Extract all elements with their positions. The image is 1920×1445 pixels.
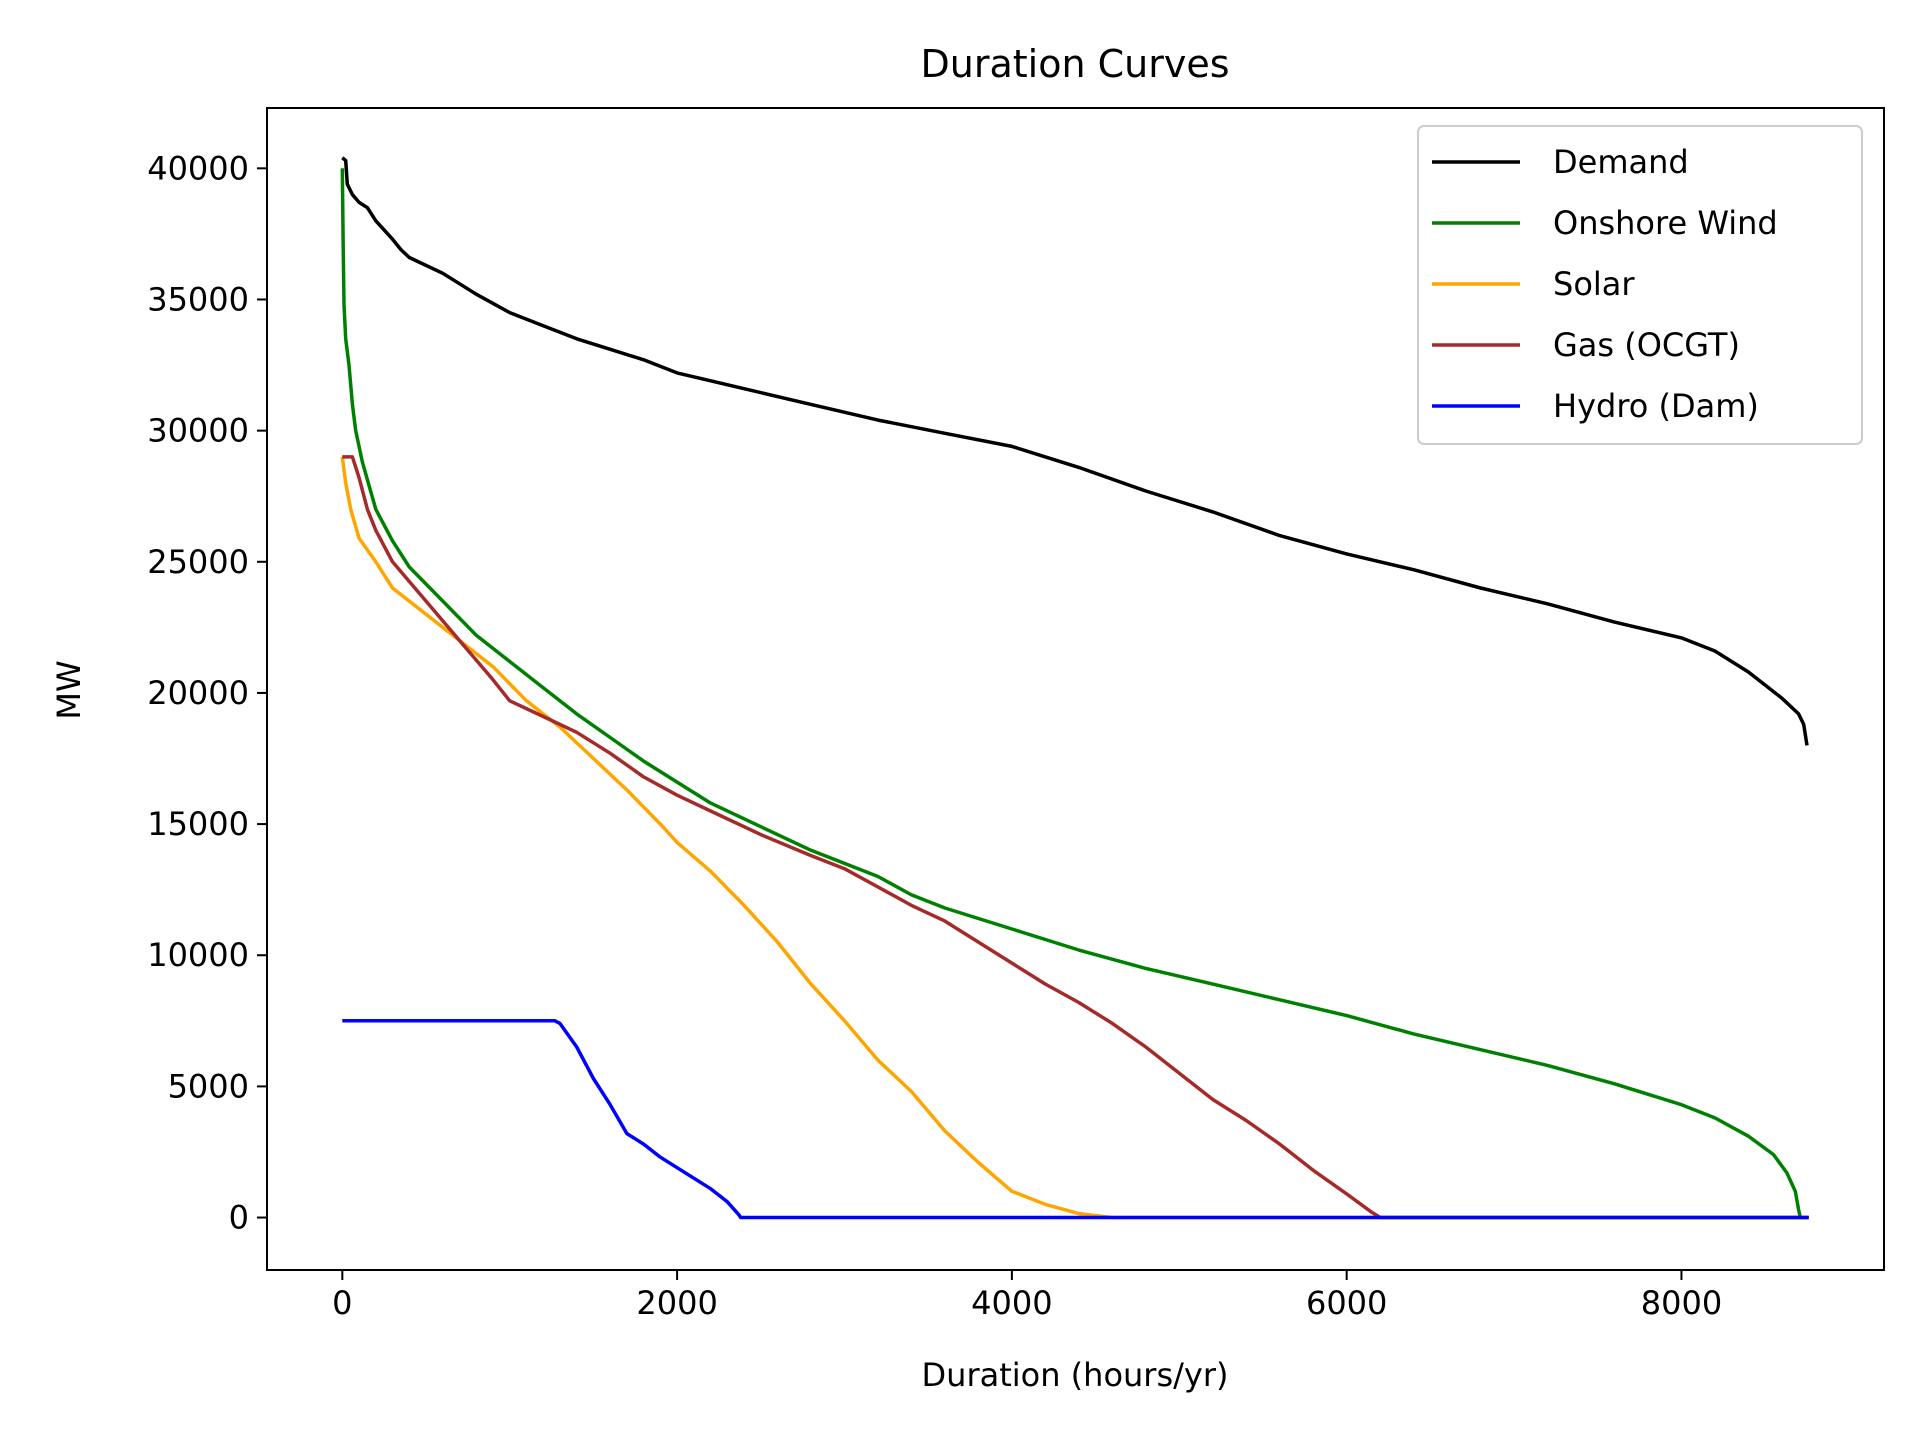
y-tick-label-8: 40000 [147, 149, 249, 187]
x-tick-label-3: 6000 [1306, 1284, 1387, 1322]
legend-label-4: Hydro (Dam) [1553, 387, 1759, 425]
x-tick-label-1: 2000 [636, 1284, 717, 1322]
x-tick-label-4: 8000 [1641, 1284, 1722, 1322]
y-tick-label-5: 25000 [147, 543, 249, 581]
y-axis-label: MW [50, 660, 88, 719]
series-line-3 [342, 455, 1809, 1220]
y-tick-label-6: 30000 [147, 412, 249, 450]
y-tick-label-1: 5000 [168, 1067, 249, 1105]
legend: Demand Onshore Wind Solar Gas (OCGT) Hydro (… [1417, 125, 1863, 445]
legend-label-0: Demand [1553, 143, 1689, 181]
y-tick-label-0: 0 [229, 1199, 249, 1237]
legend-label-1: Onshore Wind [1553, 204, 1778, 242]
series-line-1 [340, 168, 1809, 1220]
x-axis: 0 2000 4000 6000 8000 [332, 1270, 1722, 1322]
plot-area-frame [266, 107, 1885, 1271]
series-line-4 [342, 1019, 1809, 1220]
y-tick-label-3: 15000 [147, 805, 249, 843]
series-line-2 [340, 456, 1809, 1220]
y-tick-label-2: 10000 [147, 936, 249, 974]
x-tick-label-0: 0 [332, 1284, 352, 1322]
series-line-0 [341, 156, 1809, 746]
x-axis-label: Duration (hours/yr) [922, 1356, 1229, 1394]
series-layer [340, 156, 1809, 1220]
x-tick-label-2: 4000 [971, 1284, 1052, 1322]
legend-label-3: Gas (OCGT) [1553, 326, 1740, 364]
chart-title: Duration Curves [920, 42, 1229, 86]
legend-label-2: Solar [1553, 265, 1635, 303]
y-tick-label-4: 20000 [147, 674, 249, 712]
legend-box [1417, 125, 1863, 445]
y-tick-label-7: 35000 [147, 280, 249, 318]
y-axis: 0 5000 10000 15000 20000 25000 30000 35000 40000 [147, 149, 267, 1237]
